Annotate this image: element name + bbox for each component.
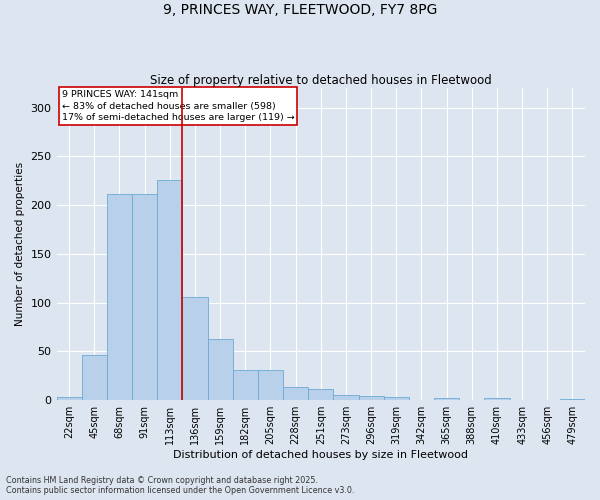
Bar bbox=[132, 194, 157, 400]
Bar bbox=[208, 339, 233, 400]
X-axis label: Distribution of detached houses by size in Fleetwood: Distribution of detached houses by size … bbox=[173, 450, 468, 460]
Bar bbox=[233, 370, 258, 400]
Bar bbox=[258, 370, 283, 400]
Bar bbox=[56, 398, 82, 400]
Bar bbox=[359, 396, 383, 400]
Text: 9, PRINCES WAY, FLEETWOOD, FY7 8PG: 9, PRINCES WAY, FLEETWOOD, FY7 8PG bbox=[163, 2, 437, 16]
Text: 9 PRINCES WAY: 141sqm
← 83% of detached houses are smaller (598)
17% of semi-det: 9 PRINCES WAY: 141sqm ← 83% of detached … bbox=[62, 90, 295, 122]
Bar bbox=[308, 388, 334, 400]
Bar bbox=[334, 396, 359, 400]
Y-axis label: Number of detached properties: Number of detached properties bbox=[15, 162, 25, 326]
Bar bbox=[484, 398, 509, 400]
Bar bbox=[82, 356, 107, 400]
Text: Contains HM Land Registry data © Crown copyright and database right 2025.
Contai: Contains HM Land Registry data © Crown c… bbox=[6, 476, 355, 495]
Bar bbox=[560, 399, 585, 400]
Title: Size of property relative to detached houses in Fleetwood: Size of property relative to detached ho… bbox=[150, 74, 491, 87]
Bar bbox=[107, 194, 132, 400]
Bar bbox=[383, 398, 409, 400]
Bar bbox=[434, 398, 459, 400]
Bar bbox=[157, 180, 182, 400]
Bar bbox=[283, 386, 308, 400]
Bar bbox=[182, 297, 208, 400]
